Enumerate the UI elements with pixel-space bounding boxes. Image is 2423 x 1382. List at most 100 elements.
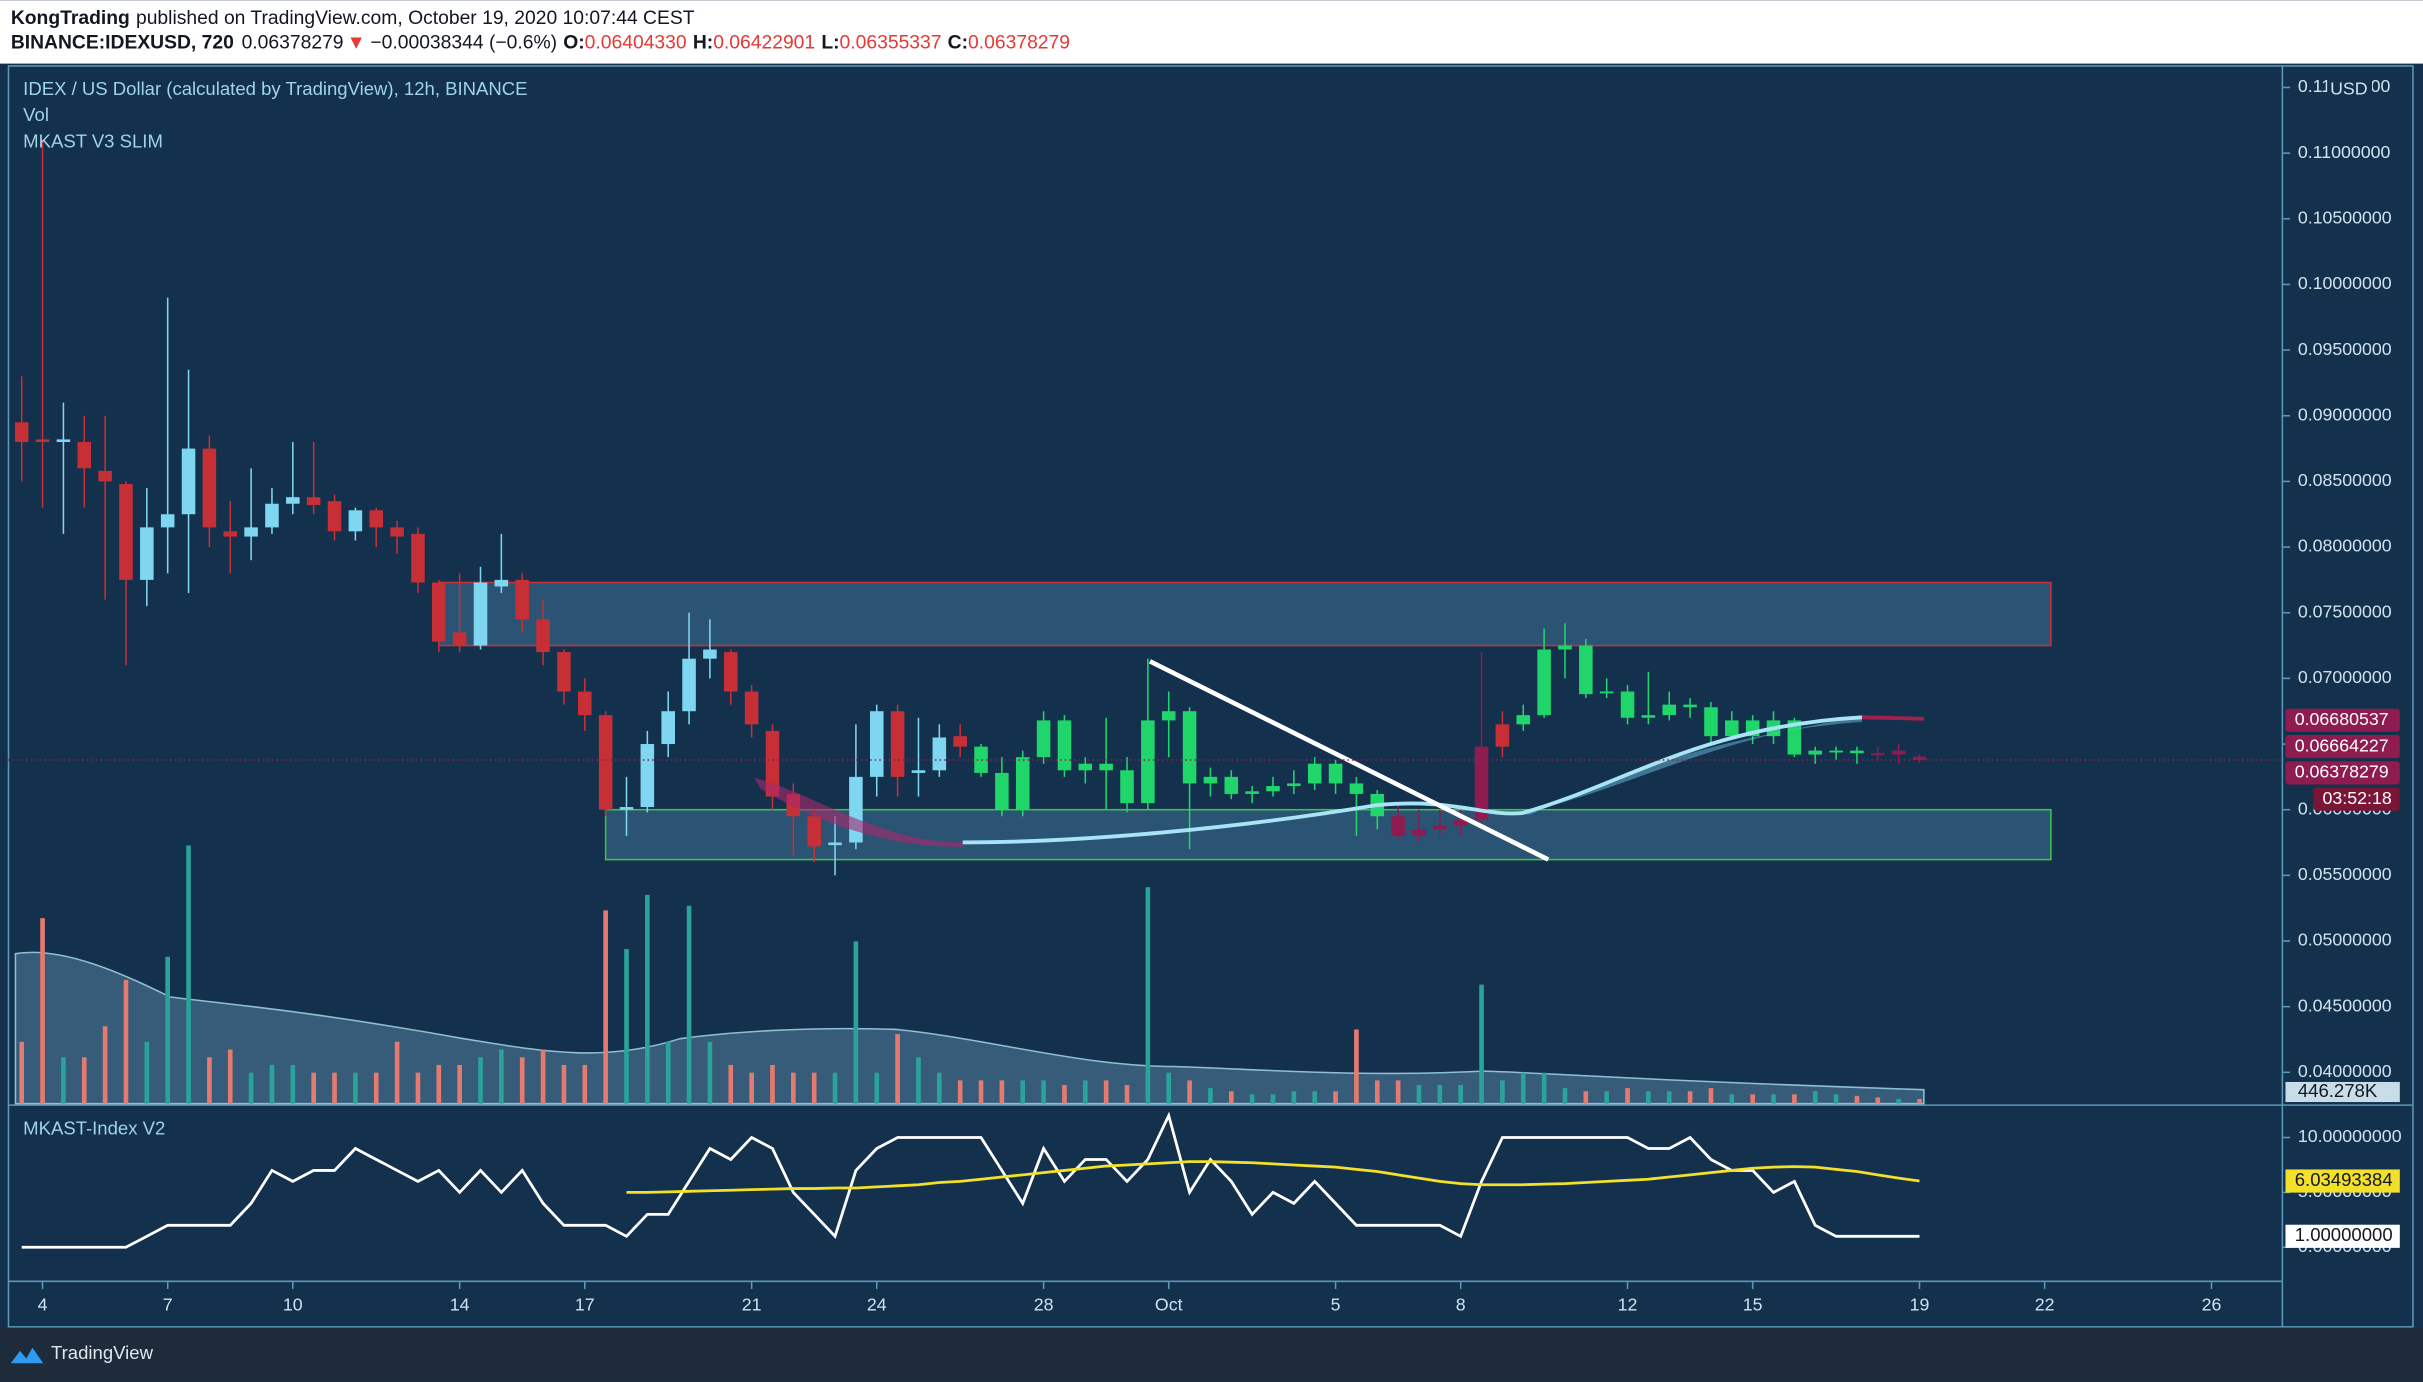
open: 0.06404330: [585, 33, 687, 54]
candle-body: [1015, 757, 1030, 810]
volume-bar: [937, 1072, 942, 1104]
close-label: C:: [948, 33, 968, 54]
candle-body: [202, 448, 217, 528]
candle-body: [1349, 783, 1364, 794]
volume-bar: [645, 894, 650, 1104]
candle-body: [1328, 763, 1343, 784]
candle-body: [1683, 704, 1697, 708]
volume-bar: [1187, 1080, 1192, 1104]
volume-bar: [1458, 1085, 1464, 1104]
volume-bar: [165, 956, 171, 1104]
candle-body: [744, 691, 759, 725]
candle-body: [1662, 704, 1677, 716]
volume-bar: [1792, 1094, 1797, 1104]
chart-title: IDEX / US Dollar (calculated by TradingV…: [23, 78, 527, 99]
y-tick-label: 0.10000000: [2298, 273, 2392, 293]
volume-bar: [1103, 1080, 1109, 1104]
candle-body: [1704, 707, 1718, 737]
y-tick-label: 0.10500000: [2298, 207, 2392, 227]
candle-body: [1453, 820, 1468, 826]
volume-average-area: [14, 951, 1925, 1105]
volume-bar: [1583, 1091, 1589, 1104]
candle-body: [1391, 816, 1405, 836]
volume-bar: [1208, 1088, 1213, 1104]
volume-bar: [1708, 1088, 1714, 1104]
volume-bar: [457, 1064, 462, 1104]
candle-body: [723, 652, 738, 692]
y-tick-label: 0.11000000: [2298, 142, 2391, 162]
volume-bar: [290, 1064, 296, 1104]
volume-bar: [186, 845, 191, 1104]
volume-bar: [770, 1064, 775, 1104]
published: published on TradingView.com, October 19…: [136, 8, 695, 29]
y-tick-label: 0.08000000: [2298, 536, 2392, 556]
candle-body: [911, 770, 926, 773]
volume-bar: [853, 941, 859, 1104]
zone: [438, 581, 2052, 647]
volume-bar: [874, 1072, 880, 1104]
candle-body: [411, 533, 425, 583]
volume-bar: [1771, 1094, 1776, 1104]
symbol: BINANCE:IDEXUSD, 720: [11, 33, 234, 54]
volume-bar: [665, 1041, 671, 1104]
volume-bar: [916, 1057, 921, 1104]
candle-body: [1912, 756, 1927, 761]
x-tick-label: 5: [1331, 1295, 1341, 1315]
oscillator-title: MKAST-Index V2: [23, 1118, 165, 1139]
volume-bar: [624, 949, 629, 1104]
volume-bar: [499, 1049, 504, 1104]
candle-body: [515, 579, 529, 620]
volume-bar: [1374, 1080, 1380, 1104]
high-label: H:: [693, 33, 713, 54]
volume-bar: [1646, 1091, 1651, 1104]
oscillator-badge-label: 1.00000000: [2295, 1224, 2393, 1245]
volume-bar: [1270, 1094, 1276, 1104]
volume-bar: [1666, 1091, 1672, 1104]
volume-bar: [1896, 1098, 1901, 1104]
candle-body: [703, 649, 717, 659]
candle-body: [1245, 791, 1259, 794]
volume-bar: [1541, 1072, 1547, 1104]
chart-frame: [7, 65, 2414, 1328]
candle-body: [1891, 750, 1906, 755]
volume-bar: [1395, 1080, 1401, 1104]
candle-body: [35, 439, 50, 443]
candle-body: [1787, 720, 1802, 755]
candle-body: [1579, 645, 1593, 695]
candle-body: [1871, 753, 1885, 756]
candle-body: [1266, 786, 1280, 792]
volume-bar: [895, 1034, 900, 1104]
price-badge: [2285, 708, 2400, 732]
candle-body: [1036, 720, 1051, 758]
candle-body: [1412, 829, 1426, 836]
close: 0.06378279: [968, 33, 1070, 54]
volume-bar: [1562, 1088, 1568, 1104]
y-tick-label: 0.09500000: [2298, 339, 2392, 359]
oscillator-line: [21, 1111, 1920, 1249]
countdown-badge: [2313, 787, 2400, 811]
candle-body: [1516, 715, 1531, 725]
oscillator-badge: [2285, 1169, 2400, 1193]
volume-bar: [582, 1064, 588, 1104]
x-tick-label: 4: [38, 1295, 48, 1315]
oscillator-badge-label: 6.03493384: [2295, 1169, 2393, 1190]
candle-body: [265, 503, 279, 528]
volume-bar: [791, 1072, 796, 1104]
candle-body: [661, 711, 675, 745]
x-tick-label: 24: [867, 1295, 887, 1315]
candle-body: [765, 730, 780, 797]
volume-bar: [415, 1072, 421, 1104]
x-tick-label: 8: [1456, 1295, 1466, 1315]
indicator-ribbon-bear: [754, 777, 963, 848]
candle-body: [327, 501, 342, 532]
volume-bar: [1249, 1094, 1255, 1104]
y-tick-label: 0.07000000: [2298, 667, 2392, 687]
candle-body: [432, 582, 446, 642]
candle-body: [77, 442, 92, 469]
candle-body: [849, 776, 863, 843]
candle-body: [619, 807, 634, 810]
volume-bar: [227, 1049, 233, 1104]
x-tick-label: 28: [1034, 1295, 1054, 1315]
candle-body: [828, 842, 842, 846]
